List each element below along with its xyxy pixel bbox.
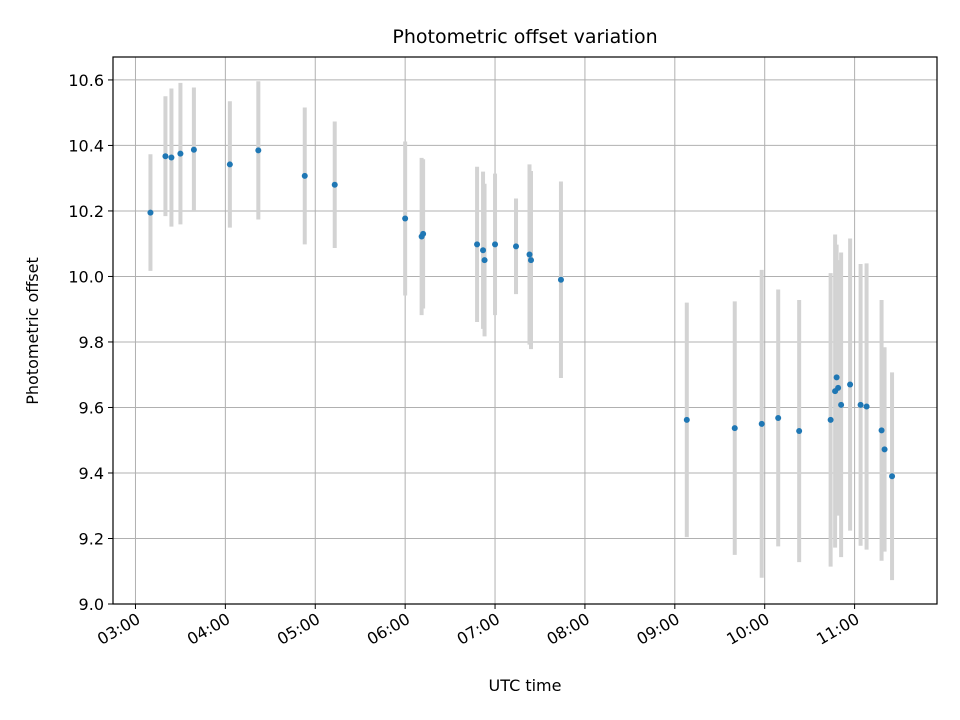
data-point: [847, 381, 854, 388]
data-point: [775, 414, 782, 421]
data-point: [402, 215, 409, 222]
error-bars: [148, 81, 895, 581]
data-point: [147, 209, 154, 216]
x-axis-label: UTC time: [489, 676, 562, 695]
data-points: [147, 146, 896, 480]
x-axis-ticks: 03:00 04:00 05:00 06:00 07:00 08:00 09:00 10:00…: [94, 604, 863, 649]
data-point: [889, 473, 896, 480]
x-tick-label: 06:00: [364, 609, 413, 649]
data-point: [878, 427, 885, 434]
data-point: [758, 420, 765, 427]
y-axis-label: Photometric offset: [23, 257, 42, 405]
data-point: [420, 230, 427, 237]
data-point: [331, 181, 338, 188]
x-tick-label: 04:00: [184, 609, 233, 649]
y-tick-label: 10.0: [68, 267, 104, 286]
data-point: [481, 257, 488, 264]
grid-lines: [113, 57, 937, 605]
data-point: [731, 425, 738, 432]
data-point: [683, 416, 690, 423]
data-point: [526, 251, 533, 258]
data-point: [857, 401, 864, 408]
data-point: [513, 243, 520, 250]
data-point: [168, 154, 175, 161]
x-tick-label: 11:00: [813, 609, 862, 649]
data-point: [827, 416, 834, 423]
data-point: [527, 257, 534, 264]
x-tick-label: 09:00: [633, 609, 682, 649]
data-point: [492, 241, 499, 248]
y-tick-label: 9.8: [79, 333, 104, 352]
data-point: [796, 428, 803, 435]
x-tick-label: 07:00: [454, 609, 503, 649]
data-point: [833, 374, 840, 381]
y-tick-label: 10.6: [68, 71, 104, 90]
x-tick-label: 05:00: [274, 609, 323, 649]
data-point: [557, 276, 564, 283]
x-tick-label: 03:00: [94, 609, 143, 649]
y-axis-ticks: 9.0 9.2 9.4 9.6 9.8 10.0 10.2 10.4 10.6: [68, 71, 113, 614]
data-point: [881, 446, 888, 453]
x-tick-label: 10:00: [723, 609, 772, 649]
chart-title: Photometric offset variation: [392, 26, 657, 48]
y-tick-label: 9.0: [79, 595, 104, 614]
data-point: [835, 384, 842, 391]
data-point: [838, 401, 845, 408]
data-point: [480, 247, 487, 254]
y-tick-label: 9.6: [79, 398, 104, 417]
y-tick-label: 9.2: [79, 529, 104, 548]
data-point: [301, 172, 308, 179]
data-point: [177, 150, 184, 157]
data-point: [190, 146, 197, 153]
data-point: [255, 147, 262, 154]
x-tick-label: 08:00: [543, 609, 592, 649]
data-point: [162, 153, 169, 160]
data-point: [226, 161, 233, 168]
y-tick-label: 9.4: [79, 464, 104, 483]
y-tick-label: 10.2: [68, 202, 104, 221]
y-tick-label: 10.4: [68, 136, 104, 155]
plot-frame: [112, 56, 938, 605]
data-point: [474, 241, 481, 248]
data-point: [863, 403, 870, 410]
